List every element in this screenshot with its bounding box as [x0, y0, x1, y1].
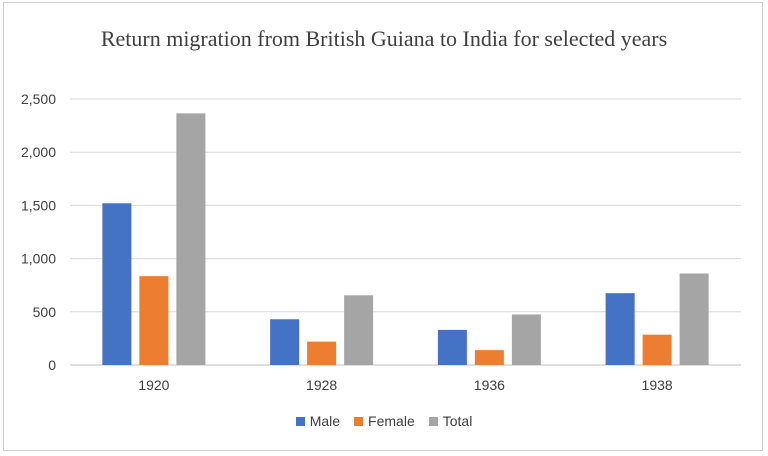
y-tick-label: 2,000: [21, 144, 56, 160]
legend-label-total: Total: [442, 413, 473, 429]
legend-swatch-male: [295, 416, 305, 426]
bar-male-1938: [605, 293, 635, 365]
legend-swatch-total: [428, 416, 438, 426]
y-tick-label: 2,500: [21, 91, 56, 107]
y-tick-label: 1,500: [21, 197, 56, 213]
y-tick-label: 500: [33, 304, 57, 320]
legend-swatch-female: [354, 416, 364, 426]
legend-label-male: Male: [309, 413, 341, 429]
bar-female-1920: [139, 276, 169, 365]
legend-item-total: Total: [428, 413, 473, 429]
bar-male-1920: [102, 203, 132, 365]
bar-male-1936: [437, 329, 467, 365]
legend-label-female: Female: [368, 413, 415, 429]
chart-title: Return migration from British Guiana to …: [100, 26, 668, 51]
chart-legend: Male Female Total: [0, 413, 768, 429]
bar-total-1938: [679, 273, 709, 365]
bar-total-1920: [176, 113, 206, 365]
y-tick-label: 0: [48, 357, 56, 373]
bar-female-1938: [642, 334, 672, 365]
legend-item-female: Female: [354, 413, 415, 429]
x-tick-label: 1928: [306, 377, 337, 393]
y-tick-label: 1,000: [21, 251, 56, 267]
bar-total-1936: [511, 314, 541, 365]
bar-female-1936: [474, 350, 504, 365]
bar-male-1928: [270, 319, 300, 365]
bar-total-1928: [344, 295, 374, 365]
bar-female-1928: [307, 341, 337, 365]
legend-item-male: Male: [295, 413, 341, 429]
x-tick-label: 1920: [138, 377, 169, 393]
x-tick-label: 1938: [642, 377, 673, 393]
x-tick-label: 1936: [474, 377, 505, 393]
